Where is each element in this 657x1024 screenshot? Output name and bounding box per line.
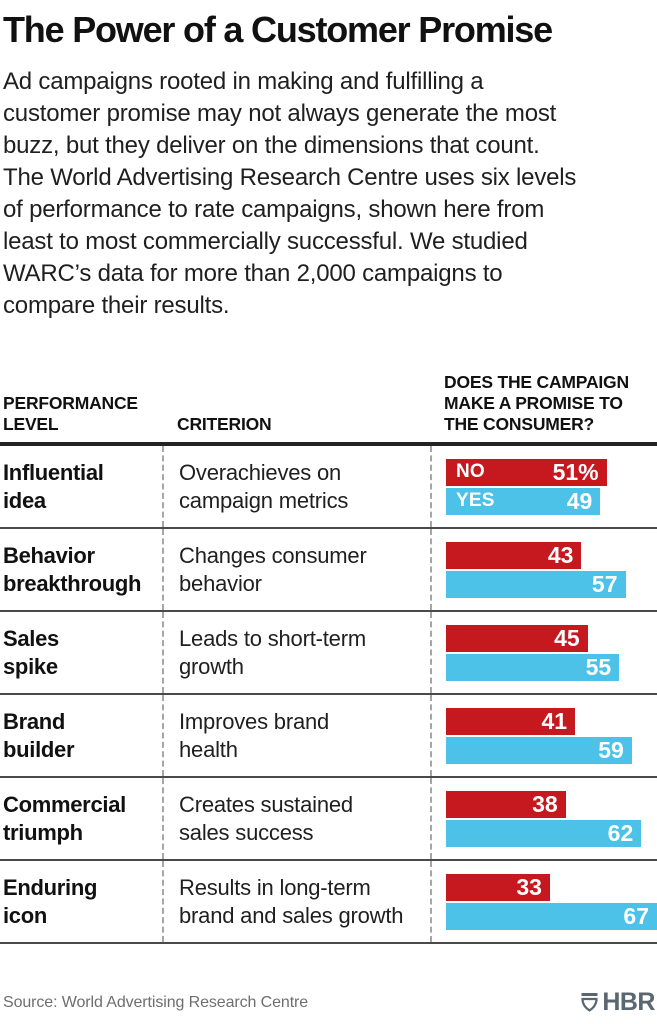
header-promise-question: DOES THE CAMPAIGN MAKE A PROMISE TO THE …: [444, 372, 629, 434]
level-label: Brand builder: [3, 708, 75, 762]
table-header-row: PERFORMANCE LEVEL CRITERION DOES THE CAM…: [0, 366, 657, 446]
bar-yes: YES 49: [446, 487, 601, 515]
bar-no: 33: [446, 873, 550, 901]
criterion-text: Creates sustained sales success: [179, 791, 353, 845]
bar-value: 38: [532, 790, 558, 817]
bar-no: 43: [446, 541, 582, 569]
criterion-text: Overachieves on campaign metrics: [179, 459, 349, 513]
header-performance-level: PERFORMANCE LEVEL: [3, 393, 138, 434]
bar-yes: 67: [446, 902, 657, 930]
table-row: Influential idea Overachieves on campaig…: [0, 446, 657, 529]
bar-no: 45: [446, 624, 588, 652]
bar-pair: 38 62: [446, 790, 657, 847]
table-row: Commercial triumph Creates sustained sal…: [0, 778, 657, 861]
criterion-text: Improves brand health: [179, 708, 330, 762]
bar-pair: 41 59: [446, 707, 657, 764]
table-row: Sales spike Leads to short-term growth 4…: [0, 612, 657, 695]
bar-yes: 55: [446, 653, 620, 681]
bar-yes: 62: [446, 819, 642, 847]
bar-pair: 33 67: [446, 873, 657, 930]
bar-series-label-yes: YES: [456, 490, 495, 511]
header-criterion: CRITERION: [177, 414, 272, 434]
bar-value: 55: [585, 653, 612, 680]
bar-series-label-no: NO: [456, 461, 485, 482]
level-label: Behavior breakthrough: [3, 542, 142, 596]
criterion-text: Leads to short-term growth: [179, 625, 366, 679]
bar-value: 51%: [552, 458, 599, 485]
source-note: Source: World Advertising Research Centr…: [3, 993, 309, 1011]
bar-value: 59: [598, 736, 624, 763]
bar-no: 41: [446, 707, 576, 735]
chart-title: The Power of a Customer Promise: [3, 9, 553, 50]
bar-value: 43: [547, 541, 574, 568]
table-row: Brand builder Improves brand health 41 5…: [0, 695, 657, 778]
hbr-shield-icon: [580, 992, 599, 1013]
bar-no: NO 51%: [446, 458, 607, 486]
bar-yes: 59: [446, 736, 632, 764]
bar-pair: 43 57: [446, 541, 657, 598]
bar-value: 62: [607, 819, 634, 846]
bar-value: 49: [566, 487, 593, 514]
bar-value: 45: [554, 624, 580, 651]
table-row: Enduring icon Results in long-term brand…: [0, 861, 657, 944]
criterion-text: Results in long-term brand and sales gro…: [179, 874, 404, 928]
hbr-logo-text: HBR: [602, 988, 655, 1016]
bar-pair: NO 51% YES 49: [446, 458, 657, 515]
criterion-text: Changes consumer behavior: [179, 542, 367, 596]
bar-no: 38: [446, 790, 566, 818]
bar-value: 67: [623, 902, 649, 929]
level-label: Sales spike: [3, 625, 59, 679]
bar-value: 41: [541, 707, 568, 734]
footer: Source: World Advertising Research Centr…: [3, 988, 655, 1017]
bar-value: 33: [516, 873, 542, 900]
level-label: Influential idea: [3, 459, 104, 513]
bar-pair: 45 55: [446, 624, 657, 681]
level-label: Commercial triumph: [3, 791, 126, 845]
chart-description: Ad campaigns rooted in making and fulfil…: [3, 68, 577, 319]
level-label: Enduring icon: [3, 874, 98, 928]
hbr-logo: HBR: [580, 988, 655, 1017]
bar-yes: 57: [446, 570, 626, 598]
table-row: Behavior breakthrough Changes consumer b…: [0, 529, 657, 612]
bar-value: 57: [591, 570, 618, 597]
